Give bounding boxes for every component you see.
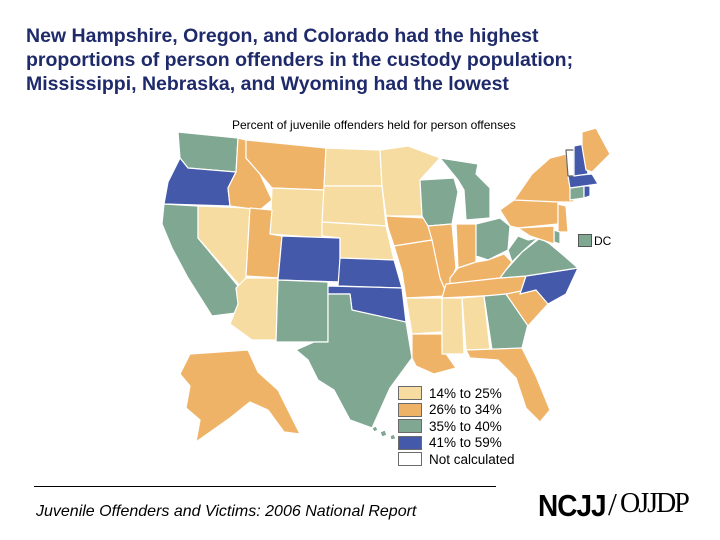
legend-item: 35% to 40% [398, 418, 515, 434]
ncjj-logo: NCJJ [538, 488, 607, 523]
logo-separator: / [608, 486, 617, 522]
state-SD [321, 185, 387, 227]
state-MD [517, 225, 555, 245]
state-ND [323, 147, 383, 187]
state-FL [465, 347, 551, 423]
state-CO [277, 235, 341, 283]
footer-divider [34, 486, 496, 487]
legend-swatch [398, 419, 422, 433]
state-ME [581, 128, 610, 173]
state-IN [455, 223, 477, 269]
ojjdp-logo: OJJDP [620, 488, 690, 519]
state-NM [275, 279, 329, 343]
state-MS [441, 297, 465, 355]
title-line-2: proportions of person offenders in the c… [26, 49, 574, 71]
state-OH [475, 217, 511, 261]
state-MI [439, 157, 491, 221]
state-VT [565, 149, 575, 177]
state-WI [419, 177, 459, 227]
legend-label: 41% to 59% [429, 435, 502, 450]
legend-item: 14% to 25% [398, 385, 515, 401]
legend-label: 26% to 34% [429, 402, 502, 417]
legend-item: Not calculated [398, 451, 515, 467]
state-PA [499, 199, 559, 229]
legend-label: Not calculated [429, 451, 515, 467]
legend-swatch [398, 386, 422, 400]
state-WY [269, 187, 325, 239]
map-legend: 14% to 25% 26% to 34% 35% to 40% 41% to … [398, 385, 515, 468]
legend-label: 35% to 40% [429, 418, 502, 434]
state-RI [583, 185, 591, 199]
legend-item: 41% to 59% [398, 435, 515, 451]
report-title: Juvenile Offenders and Victims: 2006 Nat… [36, 503, 417, 520]
us-choropleth-map [161, 128, 610, 448]
map-caption: Percent of juvenile offenders held for p… [232, 118, 516, 132]
legend-swatch [398, 452, 422, 466]
dc-label: DC [594, 234, 612, 248]
page-title: New Hampshire, Oregon, and Colorado had … [26, 24, 706, 96]
dc-swatch [578, 234, 592, 247]
state-AR [405, 297, 447, 335]
title-line-1: New Hampshire, Oregon, and Colorado had … [26, 25, 539, 47]
legend-item: 26% to 34% [398, 402, 515, 418]
state-TX [295, 293, 413, 429]
state-NY [513, 153, 575, 203]
state-DE [553, 229, 561, 245]
legend-label: 14% to 25% [429, 385, 502, 401]
state-NJ [557, 203, 569, 233]
legend-swatch [398, 435, 422, 450]
state-AK [179, 349, 301, 443]
title-line-3: Mississippi, Nebraska, and Wyoming had t… [26, 73, 509, 95]
state-AZ [229, 277, 279, 341]
state-GA [483, 293, 529, 351]
state-KS [337, 257, 403, 289]
legend-swatch [398, 402, 422, 417]
